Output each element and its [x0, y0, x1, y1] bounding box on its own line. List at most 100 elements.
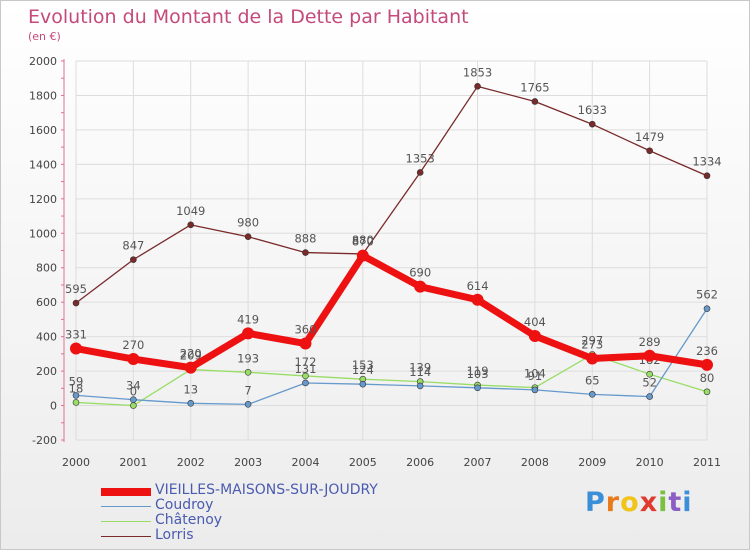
data-point	[359, 380, 367, 388]
data-label: 404	[524, 315, 546, 329]
y-tick-label: 1800	[29, 89, 57, 102]
data-label: 236	[696, 344, 718, 358]
data-label: 80	[700, 371, 715, 385]
data-point	[701, 358, 713, 371]
x-tick-label: 2006	[406, 456, 434, 469]
data-label: 193	[237, 351, 259, 365]
data-label: 52	[642, 376, 657, 390]
data-point	[528, 329, 541, 342]
data-label: 131	[294, 362, 316, 376]
data-label: 614	[467, 279, 489, 293]
data-label: 139	[409, 361, 431, 375]
legend-swatch-chatenoy	[101, 521, 151, 522]
logo-letter: P	[585, 487, 606, 518]
data-label: 1765	[520, 80, 549, 94]
data-point	[302, 249, 309, 256]
x-tick-label: 2005	[349, 456, 377, 469]
series-line	[75, 85, 708, 304]
data-label: 220	[180, 347, 202, 361]
data-point	[130, 402, 137, 409]
data-label: 270	[122, 338, 144, 352]
logo-letter: r	[605, 487, 621, 518]
data-label: 209	[180, 349, 202, 363]
data-point	[588, 120, 596, 128]
legend-swatch-lorris	[101, 536, 151, 537]
data-point	[184, 361, 197, 374]
x-tick-label: 2004	[291, 456, 319, 469]
data-point	[646, 370, 653, 378]
data-label: 880	[352, 233, 374, 247]
data-label: 153	[352, 358, 374, 372]
data-label: 888	[294, 232, 316, 246]
data-point	[70, 342, 82, 355]
y-tick-label: 1600	[29, 124, 57, 137]
data-point	[302, 372, 309, 380]
x-tick-label: 2003	[234, 456, 262, 469]
data-point	[72, 392, 80, 399]
data-label: 297	[581, 333, 603, 347]
logo-letter: x	[639, 487, 659, 518]
data-label: 1353	[406, 151, 435, 165]
y-tick-label: 0	[50, 400, 57, 413]
data-point	[531, 386, 539, 394]
x-tick-label: 2002	[177, 456, 205, 469]
data-label: 562	[696, 288, 718, 302]
chart-title: Evolution du Montant de la Dette par Hab…	[28, 6, 469, 28]
series-line	[72, 252, 711, 372]
data-label: 870	[352, 235, 374, 249]
x-tick-label: 2010	[636, 456, 664, 469]
x-tick-label: 2000	[62, 456, 90, 469]
legend-swatch-vieilles-maisons	[101, 488, 151, 496]
data-label: 690	[409, 266, 431, 280]
data-point	[474, 83, 481, 90]
data-label: 360	[294, 323, 316, 337]
data-label: 34	[126, 379, 141, 393]
data-point	[474, 384, 481, 392]
data-label: 103	[467, 367, 489, 381]
data-label: 1479	[635, 130, 664, 144]
data-point	[242, 327, 255, 340]
data-label: 124	[352, 363, 374, 377]
data-label: 847	[122, 239, 144, 253]
data-label: 91	[528, 369, 543, 383]
data-point	[302, 379, 309, 387]
y-tick-label: 200	[36, 365, 57, 378]
y-tick-label: -200	[32, 434, 57, 447]
logo-letter: t	[668, 487, 683, 518]
legend-label: Châtenoy	[155, 512, 223, 528]
data-point	[586, 352, 599, 365]
y-tick-label: 800	[36, 262, 57, 275]
data-point	[244, 233, 252, 241]
y-tick-label: 1200	[29, 193, 57, 206]
data-point	[703, 388, 711, 396]
data-label: 0	[130, 385, 137, 399]
legend-label: Coudroy	[155, 497, 214, 513]
data-label: 980	[237, 216, 259, 230]
x-tick-label: 2007	[464, 456, 492, 469]
data-point	[244, 401, 252, 408]
data-label: 419	[237, 312, 259, 326]
y-tick-label: 1400	[29, 158, 57, 171]
data-label: 7	[244, 383, 251, 397]
data-point	[643, 349, 656, 362]
data-label: 119	[467, 364, 489, 378]
data-point	[187, 400, 195, 407]
data-point	[187, 221, 195, 229]
data-point	[72, 299, 80, 307]
data-point	[531, 98, 539, 105]
data-point	[416, 382, 424, 390]
data-label: 1334	[692, 155, 721, 169]
data-point	[703, 172, 711, 180]
data-label: 289	[639, 335, 661, 349]
data-point	[471, 293, 484, 306]
logo-letter: o	[620, 487, 640, 518]
x-tick-label: 2008	[521, 456, 549, 469]
data-point	[127, 353, 140, 366]
data-point	[356, 249, 369, 262]
data-label: 1633	[578, 103, 607, 117]
data-label: 1049	[176, 204, 205, 218]
data-point	[299, 337, 312, 350]
proxiti-logo: Proxiti	[585, 487, 693, 518]
